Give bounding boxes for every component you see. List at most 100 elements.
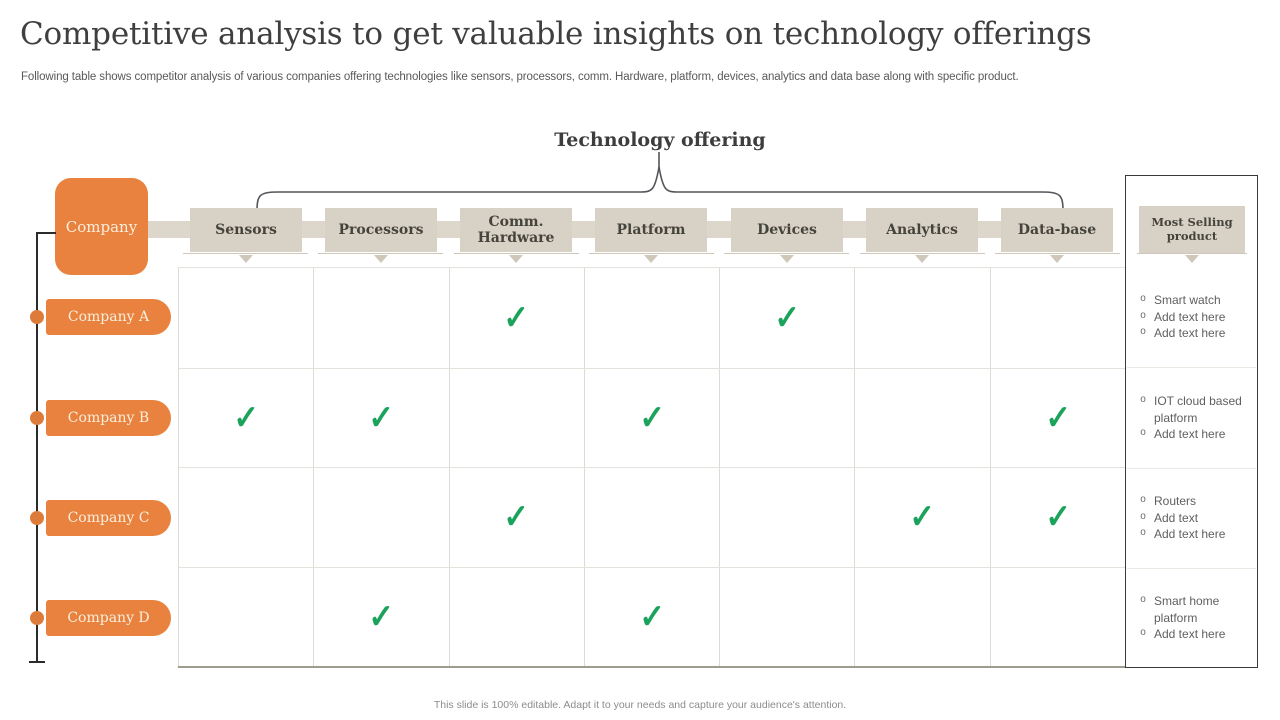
product-text: IOT cloud based platform [1154,394,1242,425]
corner-label-text: Company [65,217,138,236]
header-pointer-triangle-icon [239,255,253,263]
matrix-cell-d-sensors [178,566,314,666]
header-pointer-line [454,253,579,254]
product-list-company-c: o Routers o Add text o Add text here [1132,468,1256,568]
header-pointer-line [995,253,1120,254]
matrix-cell-b-processors: ✓ [313,367,449,467]
matrix-cell-d-processors: ✓ [313,566,449,666]
matrix-cell-a-comm-hardware: ✓ [448,268,584,368]
circle-bullet-icon: o [1140,394,1146,406]
product-text: Add text [1154,510,1199,525]
check-icon: ✓ [639,398,665,437]
product-text: Add text here [1154,627,1226,642]
matrix-cell-a-data-base [989,268,1125,368]
list-item: o IOT cloud based platform [1132,393,1256,426]
check-icon: ✓ [1045,398,1071,437]
matrix-cell-a-devices: ✓ [719,268,854,368]
check-icon: ✓ [774,298,801,337]
matrix-cell-b-data-base: ✓ [989,367,1125,467]
circle-bullet-icon: o [1140,510,1146,522]
panel-row-separator [1127,468,1256,469]
column-header-platform[interactable]: Platform [595,208,707,252]
list-item: o Add text here [1132,309,1256,326]
product-text: Add text here [1154,427,1226,442]
header-pointer-line [183,253,308,254]
column-header-data-base[interactable]: Data-base [1001,208,1113,252]
row-dot-icon [30,411,44,425]
matrix-cell-b-comm-hardware [448,367,584,467]
header-pointer-triangle-icon [509,255,523,263]
header-pointer-triangle-icon [1185,255,1199,263]
header-pointer-triangle-icon [780,255,794,263]
circle-bullet-icon: o [1140,309,1146,321]
check-icon: ✓ [368,597,395,636]
header-pointer-triangle-icon [915,255,929,263]
footer-note: This slide is 100% editable. Adapt it to… [433,699,847,711]
header-pointer-triangle-icon [1050,255,1064,263]
panel-row-separator [1127,367,1256,368]
matrix-cell-b-sensors: ✓ [178,367,314,467]
list-item: o Add text [1132,510,1256,527]
product-text: Add text here [1154,309,1226,324]
row-label-company-c[interactable]: Company C [46,500,171,536]
circle-bullet-icon: o [1140,494,1146,506]
product-text: Add text here [1154,527,1226,542]
matrix-cell-b-platform: ✓ [583,367,720,467]
matrix-cell-c-devices [719,467,855,567]
check-icon: ✓ [639,597,665,636]
circle-bullet-icon: o [1140,326,1146,338]
matrix-cell-c-comm-hardware: ✓ [448,467,584,567]
product-list-company-a: o Smart watch o Add text here o Add text he… [1132,267,1256,367]
matrix-cell-a-processors [313,268,448,368]
matrix-cell-c-processors [313,467,449,567]
circle-bullet-icon: o [1140,594,1146,606]
list-item: o Smart home platform [1132,593,1256,626]
matrix-grid: ✓ ✓ ✓ ✓ ✓ ✓ ✓ ✓ ✓ ✓ ✓ [178,267,1125,668]
most-selling-product-panel [1125,175,1258,668]
row-dot-icon [30,611,44,625]
matrix-cell-d-platform: ✓ [583,566,720,666]
list-item: o Routers [1132,493,1256,510]
header-pointer-triangle-icon [644,255,658,263]
column-header-processors[interactable]: Processors [325,208,437,252]
circle-bullet-icon: o [1140,293,1146,305]
matrix-cell-a-analytics [854,268,989,368]
matrix-cell-a-platform [583,268,719,368]
row-label-company-a[interactable]: Company A [46,299,171,335]
list-item: o Add text here [1132,325,1256,342]
rail-connector [37,232,56,234]
column-header-devices[interactable]: Devices [731,208,843,252]
rail-line [36,232,38,663]
brace-shape [256,152,1064,213]
column-header-comm-hardware[interactable]: Comm. Hardware [460,208,572,252]
corner-label-company[interactable]: Company [55,178,148,275]
column-header-sensors[interactable]: Sensors [190,208,302,252]
matrix-cell-a-sensors [178,268,313,368]
page-title: Competitive analysis to get valuable ins… [20,16,1092,52]
product-list-company-d: o Smart home platform o Add text here [1132,568,1256,668]
matrix-cell-c-platform [583,467,720,567]
row-label-company-d[interactable]: Company D [46,600,171,636]
matrix-cell-d-analytics [854,566,990,666]
product-text: Routers [1154,494,1197,509]
product-text: Smart home platform [1154,594,1220,625]
list-item: o Add text here [1132,526,1256,543]
column-header-analytics[interactable]: Analytics [866,208,978,252]
column-header-most-selling-product[interactable]: Most Selling product [1139,206,1245,253]
group-label-technology-offering: Technology offering [554,129,766,151]
circle-bullet-icon: o [1140,427,1146,439]
matrix-cell-b-analytics [854,367,990,467]
matrix-cell-c-analytics: ✓ [854,467,990,567]
matrix-cell-d-devices [719,566,855,666]
matrix-cell-d-data-base [989,566,1125,666]
product-text: Smart watch [1154,293,1221,308]
row-label-company-b[interactable]: Company B [46,400,171,436]
header-pointer-line [860,253,985,254]
circle-bullet-icon: o [1140,527,1146,539]
rail-end-tick [29,661,45,663]
check-icon: ✓ [503,298,530,337]
matrix-cell-c-sensors [178,467,314,567]
page-subtitle: Following table shows competitor analysi… [21,71,1019,83]
check-icon: ✓ [368,398,395,437]
check-icon: ✓ [233,398,259,437]
